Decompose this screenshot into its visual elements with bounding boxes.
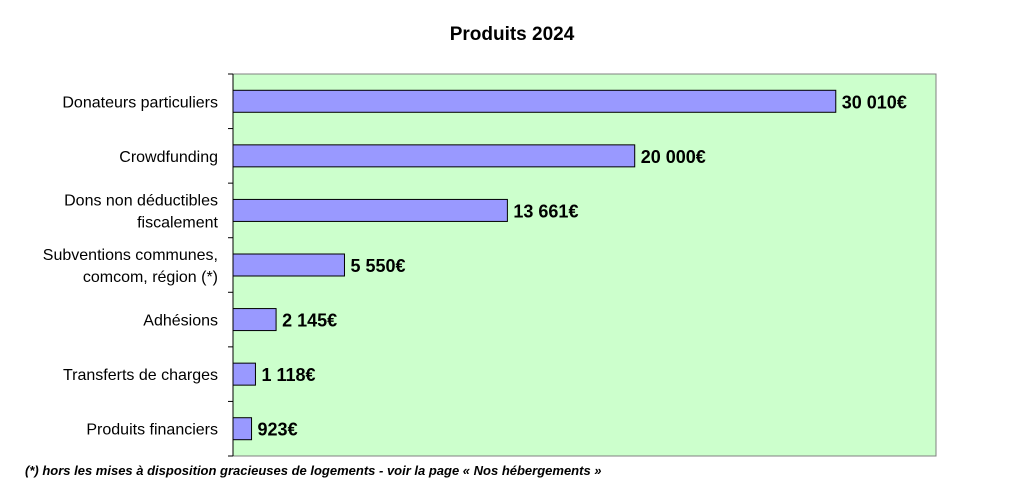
category-label: Produits financiers [86, 422, 218, 439]
category-label: Adhésions [143, 313, 218, 330]
category-label: Dons non déductibles [64, 192, 218, 209]
bar [232, 144, 636, 168]
bar [232, 198, 508, 222]
footnote: (*) hors les mises à disposition gracieu… [25, 463, 602, 478]
category-label: Crowdfunding [119, 149, 218, 166]
data-label: 1 118€ [261, 365, 315, 385]
bar [232, 308, 277, 332]
data-label: 5 550€ [350, 256, 405, 276]
bar [232, 362, 256, 386]
bar [232, 89, 837, 113]
data-label: 923€ [258, 420, 298, 440]
chart-title: Produits 2024 [449, 24, 575, 45]
data-label: 20 000€ [641, 147, 706, 167]
category-label: Transferts de charges [63, 367, 218, 384]
data-label: 13 661€ [513, 201, 578, 221]
category-label: comcom, région (*) [83, 269, 218, 286]
data-label: 2 145€ [282, 311, 337, 331]
category-label: Donateurs particuliers [62, 94, 218, 111]
category-label: Subventions communes, [43, 247, 218, 264]
plot-area [232, 73, 937, 457]
bar [232, 417, 253, 441]
data-label: 30 010€ [842, 92, 907, 112]
bar [232, 253, 345, 277]
category-label: fiscalement [137, 214, 218, 231]
